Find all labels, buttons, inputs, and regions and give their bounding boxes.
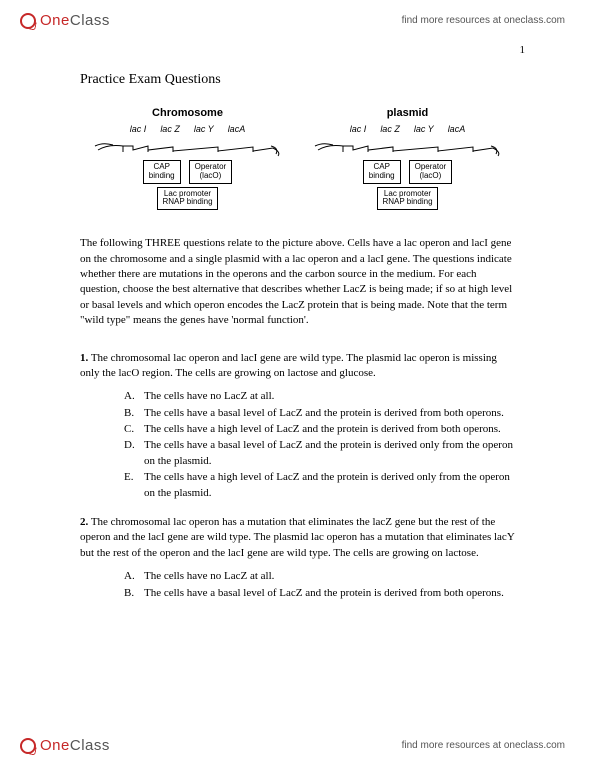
opt-text: The cells have no LacZ at all.: [144, 569, 515, 584]
intro-paragraph: The following THREE questions relate to …: [80, 236, 515, 328]
opt-letter: C.: [124, 422, 140, 437]
chromosome-diagram: Chromosome lac I lac Z lac Y lacA CAPbin…: [93, 106, 283, 210]
q2-body: The chromosomal lac operon has a mutatio…: [80, 516, 514, 559]
gene-lacZ: lac Z: [154, 123, 186, 136]
gene-lacI: lac I: [124, 123, 153, 136]
footer-brand-logo[interactable]: OneClass: [20, 735, 110, 756]
opt-text: The cells have no LacZ at all.: [144, 389, 515, 404]
q2-opt-b: B. The cells have a basal level of LacZ a…: [124, 586, 515, 601]
chromosome-genes: lac I lac Z lac Y lacA: [93, 123, 283, 136]
rnap-box-left: Lac promoterRNAP binding: [157, 187, 217, 211]
q2-text: 2. The chromosomal lac operon has a muta…: [80, 515, 515, 561]
opt-letter: D.: [124, 438, 140, 469]
q1-body: The chromosomal lac operon and lacI gene…: [80, 352, 497, 379]
plasmid-boxes: CAPbinding Operator(lacO): [313, 160, 503, 184]
gene-lacZ-p: lac Z: [374, 123, 406, 136]
plasmid-diagram: plasmid lac I lac Z lac Y lacA CAPbindin…: [313, 106, 503, 210]
logo-icon: [20, 13, 36, 29]
plasmid-dna-icon: [313, 138, 503, 158]
opt-letter: A.: [124, 389, 140, 404]
footer-logo-class: Class: [70, 737, 110, 754]
chromosome-title: Chromosome: [93, 106, 283, 121]
diagram-container: Chromosome lac I lac Z lac Y lacA CAPbin…: [80, 106, 515, 210]
page-title: Practice Exam Questions: [80, 70, 515, 90]
q1-opt-a: A. The cells have no LacZ at all.: [124, 389, 515, 404]
opt-letter: A.: [124, 569, 140, 584]
brand-logo[interactable]: OneClass: [20, 10, 110, 31]
gene-lacA: lacA: [222, 123, 252, 136]
q1-opt-b: B. The cells have a basal level of LacZ a…: [124, 406, 515, 421]
rnap-box-right: Lac promoterRNAP binding: [377, 187, 437, 211]
main-content: Practice Exam Questions Chromosome lac I…: [0, 58, 595, 601]
opt-letter: B.: [124, 406, 140, 421]
gene-lacI-p: lac I: [344, 123, 373, 136]
footer-resources-link[interactable]: find more resources at oneclass.com: [402, 739, 565, 753]
opt-letter: B.: [124, 586, 140, 601]
q1-opt-c: C. The cells have a high level of LacZ an…: [124, 422, 515, 437]
chromosome-boxes: CAPbinding Operator(lacO): [93, 160, 283, 184]
logo-text: OneClass: [40, 10, 110, 31]
opt-letter: E.: [124, 470, 140, 501]
q1-options: A. The cells have no LacZ at all. B. The c…: [80, 389, 515, 501]
logo-one: One: [40, 12, 70, 29]
footer-logo-text: OneClass: [40, 735, 110, 756]
opt-text: The cells have a basal level of LacZ and…: [144, 586, 515, 601]
page-number: 1: [0, 37, 595, 58]
operator-box-p: Operator(lacO): [409, 160, 453, 184]
q2-num: 2.: [80, 516, 88, 528]
header-resources-link[interactable]: find more resources at oneclass.com: [402, 14, 565, 28]
operator-box: Operator(lacO): [189, 160, 233, 184]
gene-lacA-p: lacA: [442, 123, 472, 136]
opt-text: The cells have a high level of LacZ and …: [144, 422, 515, 437]
plasmid-title: plasmid: [313, 106, 503, 121]
plasmid-genes: lac I lac Z lac Y lacA: [313, 123, 503, 136]
q1-opt-e: E.The cells have a high level of LacZ an…: [124, 470, 515, 501]
question-1: 1. The chromosomal lac operon and lacI g…: [80, 351, 515, 502]
page-footer: OneClass find more resources at oneclass…: [0, 727, 595, 770]
opt-text: The cells have a basal level of LacZ and…: [144, 406, 515, 421]
q1-text: 1. The chromosomal lac operon and lacI g…: [80, 351, 515, 382]
opt-text: The cells have a high level of LacZ and …: [144, 470, 515, 501]
footer-logo-icon: [20, 738, 36, 754]
page-header: OneClass find more resources at oneclass…: [0, 0, 595, 37]
chromosome-dna-icon: [93, 138, 283, 158]
cap-box: CAPbinding: [143, 160, 181, 184]
q2-options: A. The cells have no LacZ at all. B. The c…: [80, 569, 515, 601]
question-2: 2. The chromosomal lac operon has a muta…: [80, 515, 515, 601]
q2-opt-a: A. The cells have no LacZ at all.: [124, 569, 515, 584]
footer-logo-one: One: [40, 737, 70, 754]
gene-lacY-p: lac Y: [408, 123, 440, 136]
logo-class: Class: [70, 12, 110, 29]
cap-box-p: CAPbinding: [363, 160, 401, 184]
gene-lacY: lac Y: [188, 123, 220, 136]
q1-num: 1.: [80, 352, 88, 364]
opt-text: The cells have a basal level of LacZ and…: [144, 438, 515, 469]
q1-opt-d: D.The cells have a basal level of LacZ a…: [124, 438, 515, 469]
